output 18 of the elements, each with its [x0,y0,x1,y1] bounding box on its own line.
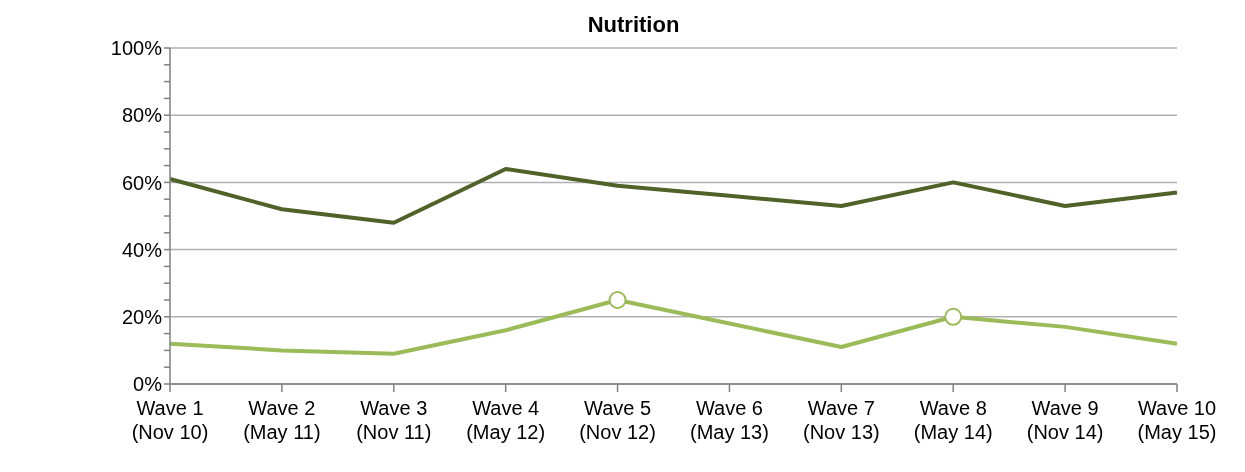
y-tick-label: 40% [121,238,163,261]
y-tick-label: 0% [133,373,163,396]
x-tick-label: Wave 7 (Nov 13) [802,397,880,443]
y-tick-label: 80% [121,104,163,127]
x-tick-label: Wave 1 (Nov 10) [131,397,209,443]
x-tick-label: Wave 6 (May 13) [689,397,769,443]
x-tick-label: Wave 3 (Nov 11) [356,397,432,443]
x-tick-label: Wave 5 (Nov 12) [579,397,656,443]
y-tick-label: 20% [121,305,163,328]
x-tick-label: Wave 4 (May 12) [466,397,546,443]
line-series [168,166,1179,225]
y-tick-label: 100% [110,37,163,60]
x-tick-label: Wave 2 (May 11) [243,397,321,443]
chart-title: Nutrition [586,12,681,38]
x-tick-label: Wave 10 (May 15) [1137,397,1217,443]
x-tick-label: Wave 9 (Nov 14) [1026,397,1104,443]
x-tick-label: Wave 8 (May 14) [913,397,993,443]
y-tick-label: 60% [121,171,163,194]
